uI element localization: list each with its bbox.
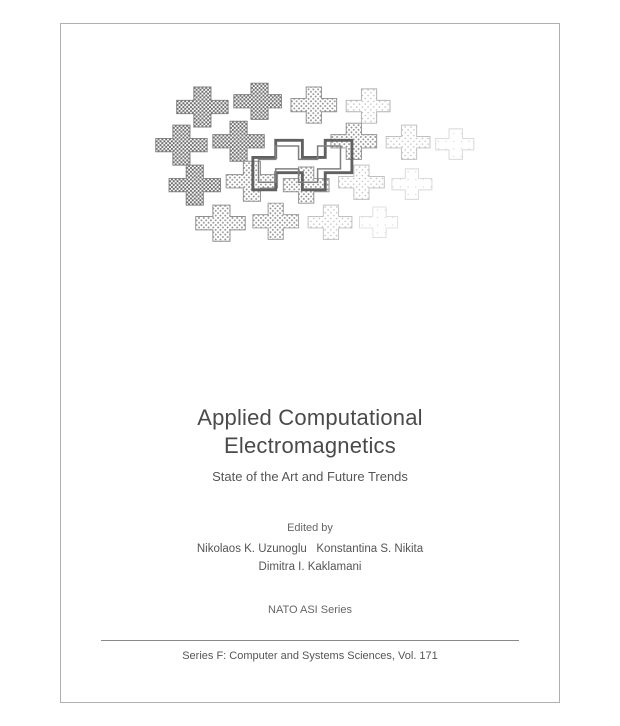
edited-by-label: Edited by: [61, 522, 559, 534]
editors-block: Edited by Nikolaos K. Uzunoglu Konstanti…: [61, 522, 559, 577]
editors-row-1: Nikolaos K. Uzunoglu Konstantina S. Niki…: [61, 540, 559, 558]
title-line-1: Applied Computational: [61, 404, 559, 432]
editors-row-2: Dimitra I. Kaklamani: [61, 558, 559, 576]
divider-rule: [101, 640, 519, 641]
series-footer: Series F: Computer and Systems Sciences,…: [61, 650, 559, 662]
cover-art: [61, 52, 559, 282]
title-block: Applied Computational Electromagnetics S…: [61, 404, 559, 484]
editor-1: Nikolaos K. Uzunoglu: [197, 543, 307, 555]
editor-2: Konstantina S. Nikita: [316, 543, 423, 555]
subtitle: State of the Art and Future Trends: [61, 469, 559, 484]
book-cover-frame: Applied Computational Electromagnetics S…: [60, 23, 560, 703]
title-line-2: Electromagnetics: [61, 432, 559, 460]
series-label: NATO ASI Series: [61, 604, 559, 616]
